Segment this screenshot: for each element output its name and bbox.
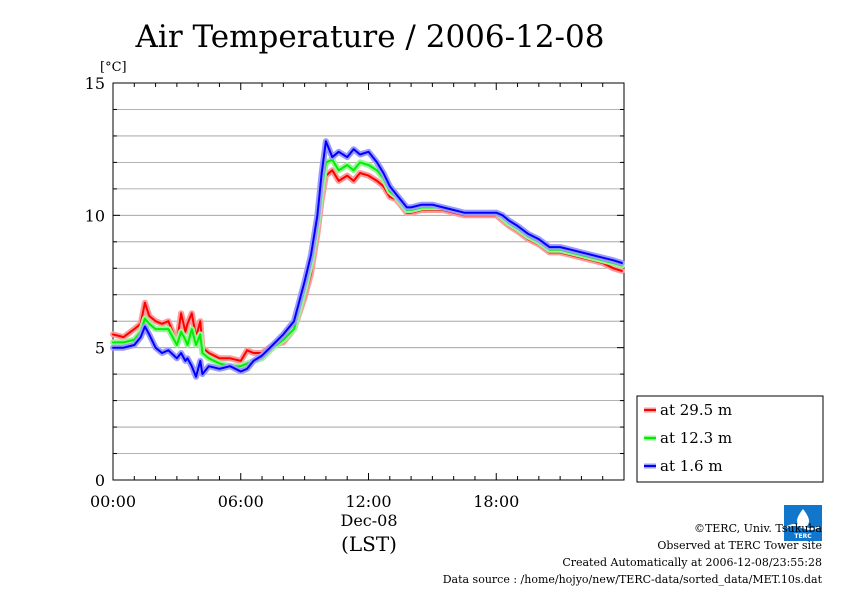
y-tick-label: 10 bbox=[85, 206, 105, 225]
x-tick-label: 00:00 bbox=[90, 492, 136, 511]
y-axis-unit: [°C] bbox=[100, 60, 127, 75]
footer-observed: Observed at TERC Tower site bbox=[657, 539, 822, 552]
series-lines bbox=[110, 138, 625, 380]
y-tick-label: 5 bbox=[95, 339, 105, 358]
legend-label: at 1.6 m bbox=[660, 457, 723, 475]
terc-logo: TERC bbox=[784, 505, 822, 541]
footer-copyright: ©TERC, Univ. Tsukuba bbox=[694, 522, 822, 535]
x-axis-label: (LST) bbox=[341, 532, 397, 556]
legend: at 29.5 m at 12.3 m at 1.6 m bbox=[636, 395, 824, 483]
x-tick-label: 12:00 bbox=[345, 492, 391, 511]
footer-created: Created Automatically at 2006-12-08/23:5… bbox=[562, 556, 822, 569]
footer-source: Data source : /home/hojyo/new/TERC-data/… bbox=[443, 573, 823, 586]
y-tick-label: 0 bbox=[95, 471, 105, 490]
y-tick-label: 15 bbox=[85, 74, 105, 93]
plot-frame bbox=[112, 82, 625, 481]
axis-ticks: 0 5 10 15 00:00 06:00 12:00 18:00 bbox=[85, 74, 625, 511]
logo-text: TERC bbox=[794, 533, 812, 540]
series-line bbox=[112, 140, 623, 378]
drop-icon bbox=[796, 509, 810, 529]
series-line bbox=[112, 158, 623, 368]
x-tick-label: 18:00 bbox=[473, 492, 519, 511]
chart-title: Air Temperature / 2006-12-08 bbox=[135, 19, 605, 55]
wave-icon bbox=[786, 524, 820, 530]
legend-box bbox=[636, 395, 824, 483]
x-tick-label: 06:00 bbox=[218, 492, 264, 511]
legend-label: at 29.5 m bbox=[660, 401, 732, 419]
legend-label: at 12.3 m bbox=[660, 429, 732, 447]
grid-lines bbox=[113, 109, 624, 454]
date-label: Dec-08 bbox=[340, 511, 397, 530]
